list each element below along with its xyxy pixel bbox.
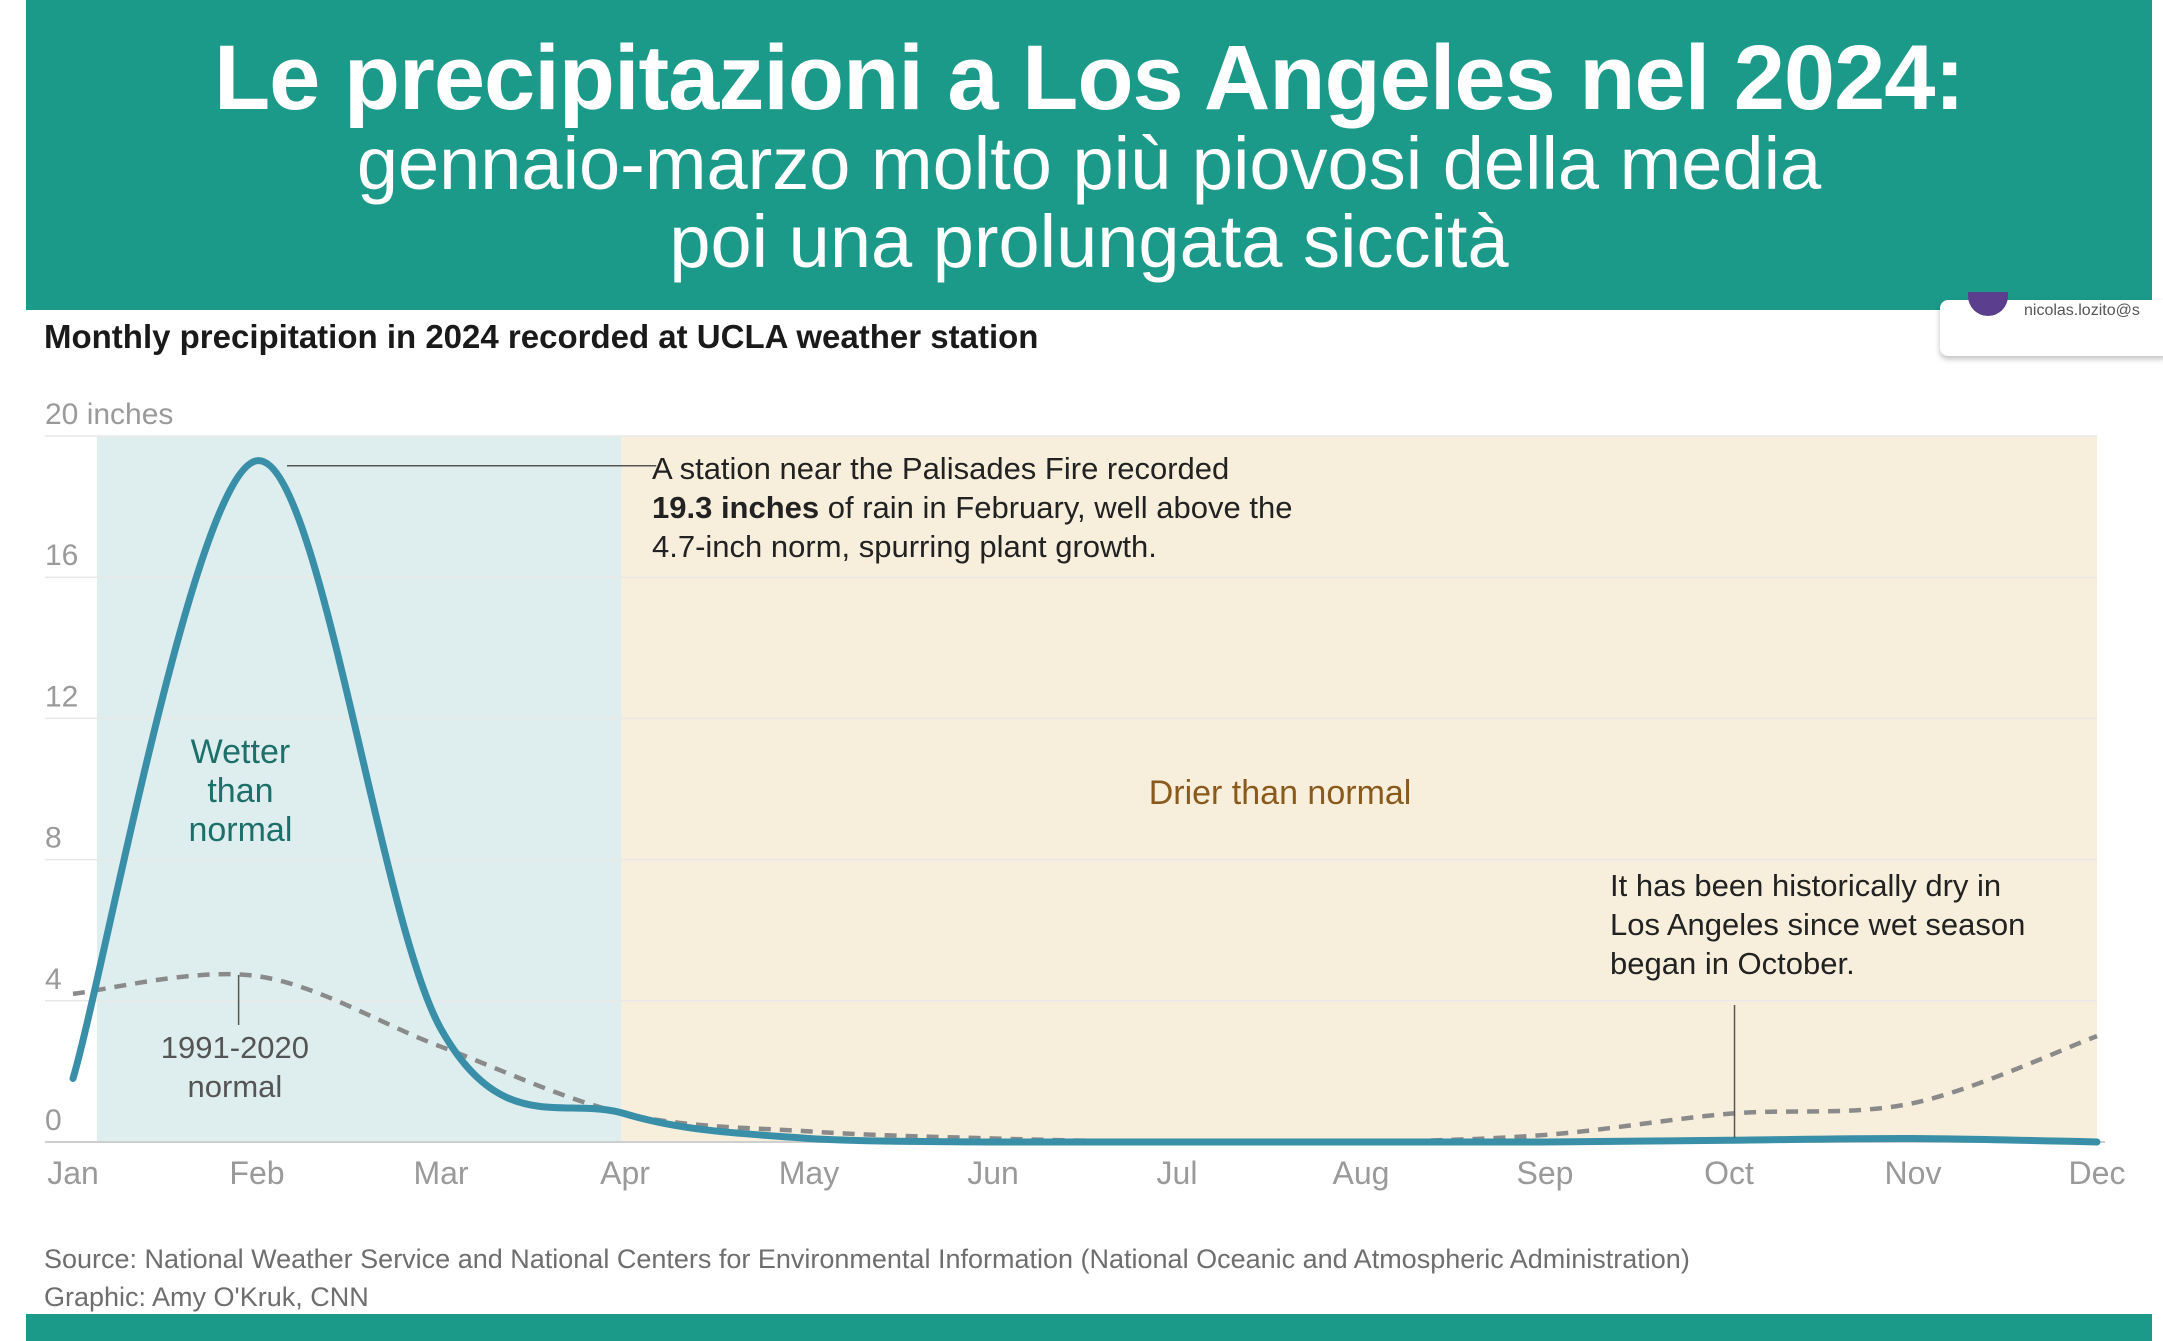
annotation-dry-note: began in October. [1610, 946, 1855, 981]
region-label-wetter: than [207, 772, 273, 810]
page-title: Le precipitazioni a Los Angeles nel 2024… [213, 27, 1965, 129]
region-label-wetter: normal [188, 811, 292, 849]
page-subtitle-line-2: poi una prolungata siccità [669, 200, 1509, 283]
annotation-february-line1: A station near the Palisades Fire record… [652, 451, 1229, 486]
annotation-normal-label: 1991-2020 [161, 1030, 309, 1065]
y-tick-label: 12 [45, 680, 78, 713]
precipitation-chart: 0 4 8 12 16 20 inches Jan Feb Mar Apr May Jun Jul Aug… [45, 398, 2126, 1191]
region-drier [621, 436, 2097, 1142]
x-tick-label: Feb [229, 1155, 284, 1191]
annotation-normal-label: normal [188, 1069, 283, 1104]
annotation-dry-note: Los Angeles since wet season [1610, 907, 2025, 942]
region-label-drier: Drier than normal [1149, 774, 1412, 812]
y-tick-label: 16 [45, 539, 78, 572]
annotation-february-line3: 4.7-inch norm, spurring plant growth. [652, 529, 1157, 564]
header-banner: Le precipitazioni a Los Angeles nel 2024… [26, 0, 2152, 310]
x-tick-label: May [779, 1155, 839, 1191]
x-tick-label: Jan [47, 1155, 99, 1191]
chart-title: Monthly precipitation in 2024 recorded a… [44, 318, 1039, 355]
series-2024-line [69, 457, 2101, 1146]
x-tick-label: Mar [413, 1155, 468, 1191]
y-tick-label: 8 [45, 822, 62, 855]
page-subtitle-line-1: gennaio-marzo molto più piovosi della me… [356, 122, 1822, 205]
x-tick-label: Apr [600, 1155, 650, 1191]
bottom-bar [26, 1314, 2152, 1341]
source-note: Source: National Weather Service and Nat… [44, 1244, 1690, 1274]
annotation-february-rest: of rain in February, well above the [819, 490, 1292, 525]
x-tick-label: Sep [1517, 1155, 1574, 1191]
y-tick-label: 0 [45, 1104, 62, 1137]
y-tick-label: 20 inches [45, 398, 173, 431]
annotation-february-bold: 19.3 inches [652, 490, 819, 525]
x-tick-label: Jun [967, 1155, 1019, 1191]
profile-email: nicolas.lozito@s [2024, 302, 2140, 319]
graphic-credit: Graphic: Amy O'Kruk, CNN [44, 1282, 369, 1312]
annotation-february-line2: 19.3 inches of rain in February, well ab… [652, 490, 1292, 525]
x-tick-label: Jul [1157, 1155, 1198, 1191]
x-tick-label: Dec [2069, 1155, 2126, 1191]
region-label-wetter: Wetter [191, 733, 291, 771]
region-wetter [96, 436, 622, 1142]
annotation-dry-note: It has been historically dry in [1610, 868, 2001, 903]
x-tick-label: Oct [1704, 1155, 1754, 1191]
x-tick-label: Nov [1885, 1155, 1942, 1191]
x-tick-label: Aug [1333, 1155, 1390, 1191]
profile-card-fragment: nicolas.lozito@s [1940, 292, 2163, 356]
y-tick-label: 4 [45, 963, 62, 996]
